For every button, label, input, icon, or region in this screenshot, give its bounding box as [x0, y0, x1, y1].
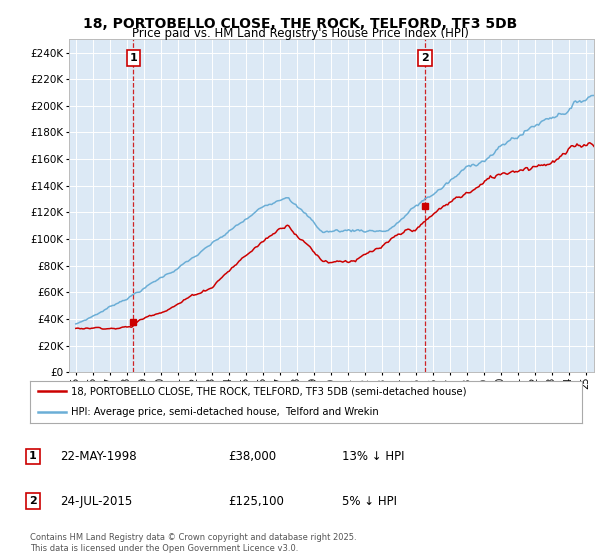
Text: HPI: Average price, semi-detached house,  Telford and Wrekin: HPI: Average price, semi-detached house,…: [71, 407, 379, 417]
Text: 18, PORTOBELLO CLOSE, THE ROCK, TELFORD, TF3 5DB (semi-detached house): 18, PORTOBELLO CLOSE, THE ROCK, TELFORD,…: [71, 386, 467, 396]
Text: 24-JUL-2015: 24-JUL-2015: [60, 494, 132, 508]
Text: Contains HM Land Registry data © Crown copyright and database right 2025.
This d: Contains HM Land Registry data © Crown c…: [30, 533, 356, 553]
Text: £38,000: £38,000: [228, 450, 276, 463]
Text: 22-MAY-1998: 22-MAY-1998: [60, 450, 137, 463]
Text: 2: 2: [29, 496, 37, 506]
Text: 1: 1: [130, 53, 137, 63]
Text: 2: 2: [421, 53, 429, 63]
Text: £125,100: £125,100: [228, 494, 284, 508]
Text: 5% ↓ HPI: 5% ↓ HPI: [342, 494, 397, 508]
Text: 13% ↓ HPI: 13% ↓ HPI: [342, 450, 404, 463]
Text: Price paid vs. HM Land Registry's House Price Index (HPI): Price paid vs. HM Land Registry's House …: [131, 27, 469, 40]
Text: 1: 1: [29, 451, 37, 461]
Text: 18, PORTOBELLO CLOSE, THE ROCK, TELFORD, TF3 5DB: 18, PORTOBELLO CLOSE, THE ROCK, TELFORD,…: [83, 17, 517, 31]
